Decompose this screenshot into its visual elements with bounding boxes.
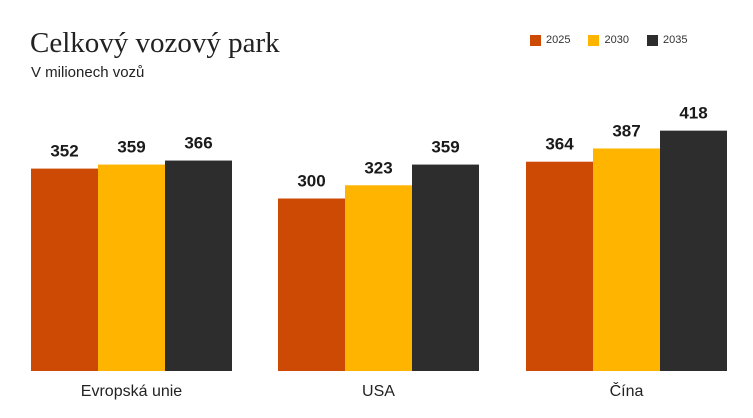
legend-label-2030: 2030 — [604, 34, 629, 46]
bar-0-2035 — [165, 160, 232, 371]
legend-label-2035: 2035 — [662, 34, 688, 46]
bar-1-2030 — [345, 185, 412, 371]
data-label-0-2025: 352 — [50, 142, 78, 161]
legend-swatch-2035 — [646, 34, 658, 46]
chart-subtitle: V milionech vozů — [31, 64, 145, 81]
legend-item-2035: 2035 — [646, 34, 688, 46]
chart-title: Celkový vozový park — [30, 27, 280, 59]
category-label-0: Evropská unie — [81, 383, 182, 400]
bar-0-2030 — [98, 164, 165, 371]
data-label-0-2030: 359 — [117, 138, 145, 157]
bar-2-2025 — [526, 161, 593, 371]
data-label-2-2035: 418 — [679, 104, 707, 123]
data-label-1-2035: 359 — [431, 138, 459, 157]
bar-1-2025 — [278, 198, 345, 371]
bar-2-2030 — [593, 148, 660, 371]
data-label-2-2030: 387 — [612, 121, 640, 140]
category-label-2: Čína — [610, 381, 644, 400]
bar-1-2035 — [412, 164, 479, 371]
data-label-2-2025: 364 — [545, 135, 574, 154]
legend-item-2030: 2030 — [588, 34, 629, 46]
data-label-0-2035: 366 — [184, 134, 212, 153]
bar-2-2035 — [660, 130, 727, 371]
legend-label-2025: 2025 — [546, 34, 571, 46]
bar-0-2025 — [31, 168, 98, 371]
category-label-1: USA — [362, 383, 395, 400]
chart-legend: 2025 2030 2035 — [530, 34, 687, 46]
legend-swatch-2030 — [588, 34, 600, 46]
data-label-1-2030: 323 — [364, 158, 392, 177]
data-label-1-2025: 300 — [297, 172, 325, 191]
legend-swatch-2025 — [530, 34, 541, 46]
legend-item-2025: 2025 — [530, 34, 570, 46]
